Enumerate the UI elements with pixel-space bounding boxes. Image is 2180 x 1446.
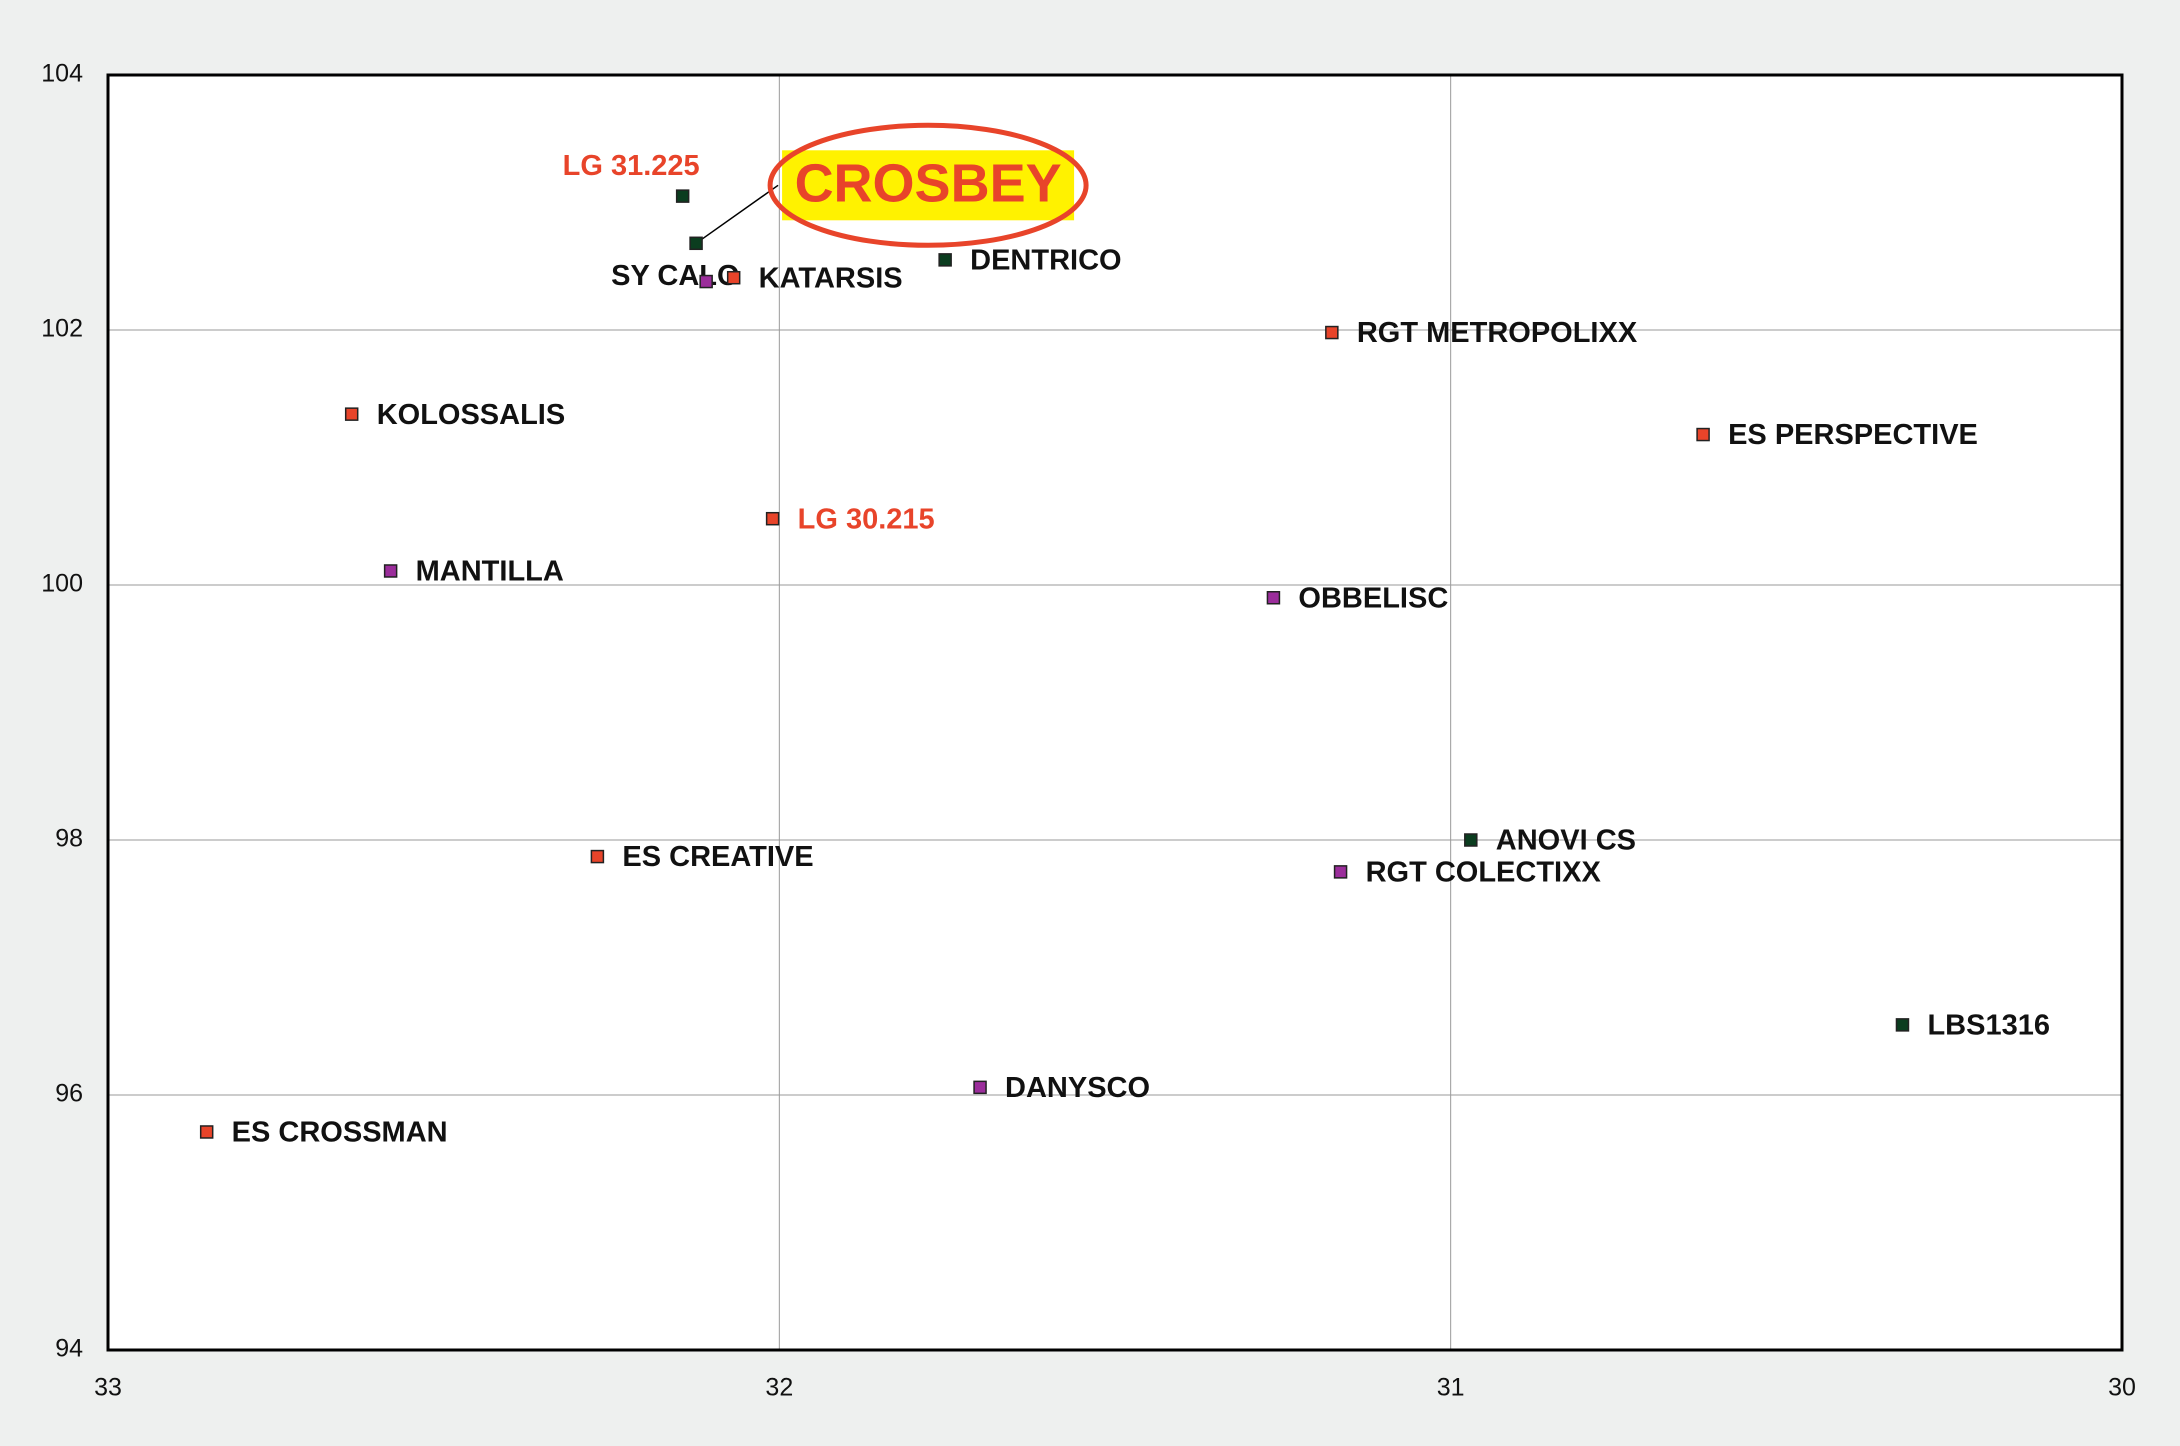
point (1696, 427, 1710, 442)
point-label: RGT METROPOLIXX (1357, 317, 1638, 349)
plot-area (108, 75, 2122, 1350)
point (1464, 833, 1478, 847)
point-label: KATARSIS (759, 262, 903, 294)
point (699, 274, 713, 289)
point-label: DANYSCO (1005, 1072, 1150, 1104)
leader-line (695, 184, 779, 244)
point-label: DENTRICO (970, 245, 1121, 277)
point (689, 236, 703, 251)
point-label: LG 31.225 (563, 150, 700, 182)
point (765, 511, 780, 526)
point (1333, 865, 1348, 879)
y-tick-label: 96 (55, 1080, 83, 1108)
x-tick-label: 31 (1437, 1374, 1465, 1402)
point-label: ES CROSSMAN (232, 1117, 448, 1149)
point-label: ANOVI CS (1496, 825, 1636, 857)
point-label: LG 30.215 (798, 503, 935, 535)
point-label: LBS1316 (1927, 1010, 2050, 1042)
y-tick-label: 98 (55, 825, 83, 853)
point-label: SY CALO (611, 260, 739, 292)
point (726, 270, 741, 285)
point-label: ES CREATIVE (622, 841, 813, 873)
point (344, 407, 359, 421)
point (383, 564, 398, 578)
marks: LG 31.225 CROSBEY SY CALO KATARSIS DENTRICO R… (199, 122, 2050, 1149)
highlight-ring (767, 122, 1089, 248)
point-label: RGT COLECTIXX (1366, 857, 1602, 889)
point-label: OBBELISC (1298, 582, 1448, 614)
y-tick-label: 102 (41, 315, 83, 343)
point (199, 1125, 214, 1139)
x-tick-label: 33 (94, 1374, 122, 1402)
point (1266, 591, 1281, 605)
point (973, 1080, 987, 1095)
point (938, 253, 952, 267)
point (1325, 325, 1339, 340)
plot-frame (106, 73, 2124, 1352)
x-tick-label: 30 (2108, 1374, 2136, 1402)
highlight-label: CROSBEY (795, 154, 1062, 214)
point-label: MANTILLA (416, 556, 564, 588)
point (1895, 1018, 1910, 1032)
point-label: ES PERSPECTIVE (1728, 419, 1978, 451)
y-tick-label: 104 (41, 60, 83, 88)
y-tick-label: 100 (41, 570, 83, 598)
point-label: KOLOSSALIS (377, 399, 566, 431)
highlight-box (782, 150, 1075, 221)
point (590, 849, 605, 864)
point (675, 189, 690, 203)
y-tick-label: 94 (55, 1335, 83, 1363)
x-tick-label: 32 (765, 1374, 793, 1402)
